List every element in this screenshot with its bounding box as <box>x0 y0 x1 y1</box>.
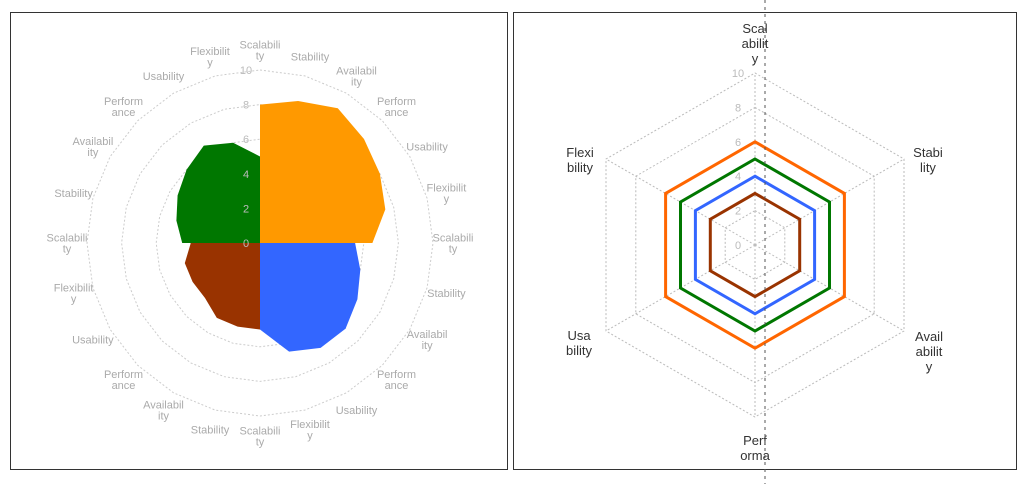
category-label: Usability <box>406 142 448 154</box>
category-label: Flexibilit y <box>290 419 330 442</box>
category-label: Usability <box>143 71 185 83</box>
axis-label: Perf orma <box>740 433 770 463</box>
radial-tick-label: 10 <box>240 65 252 77</box>
category-label: Flexibilit y <box>427 183 467 206</box>
category-label: Perform ance <box>104 96 143 119</box>
axis-label: Stabi lity <box>913 145 943 175</box>
category-label: Stability <box>54 188 93 200</box>
axis-label: Avail abilit y <box>915 329 943 374</box>
axis-spoke <box>605 244 756 332</box>
polar-segment-0 <box>260 101 386 243</box>
radar-series-1 <box>679 157 831 333</box>
grid-hexagon-0 <box>724 210 786 280</box>
polar-segment-1 <box>260 243 361 352</box>
category-label: Flexibilit y <box>190 46 230 69</box>
radial-tick-label: 8 <box>243 100 249 112</box>
axis-label: Flexi bility <box>566 145 594 175</box>
category-label: Stability <box>427 288 466 300</box>
radial-tick-label: 4 <box>243 169 249 181</box>
axis-spoke <box>605 158 756 246</box>
category-label: Availabil ity <box>336 65 377 88</box>
category-label: Availabil ity <box>407 329 448 352</box>
category-label: Stability <box>291 52 330 64</box>
radial-tick-label: 2 <box>243 203 249 215</box>
axis-label: Scal abilit y <box>742 21 769 66</box>
category-label: Scalabili ty <box>433 233 474 256</box>
polar-segment-3 <box>176 142 260 243</box>
polar-area-chart-panel: 0 2 4 6 8 10 Scalabili ty Stability Availabil ity P… <box>10 12 508 470</box>
radial-tick-label: 2 <box>735 206 741 218</box>
category-label: Perform ance <box>377 369 416 392</box>
radial-tick-label: 8 <box>735 102 741 114</box>
category-label: Availabil ity <box>73 136 114 159</box>
radial-tick-label: 6 <box>735 137 741 149</box>
radar-series-0 <box>664 140 846 350</box>
radial-tick-label: 0 <box>735 240 741 252</box>
category-label: Stability <box>191 424 230 436</box>
axis-spoke <box>754 158 905 246</box>
radar-series-3 <box>708 191 802 299</box>
radar-chart-panel: 0 2 4 6 8 10 Scal abilit y Stabi lity Avail abilit y P… <box>513 12 1017 470</box>
grid-ring-4 <box>86 69 434 417</box>
radar-chart: 0 2 4 6 8 10 Scal abilit y Stabi lity Avail abilit y P… <box>566 21 943 463</box>
category-label: Perform ance <box>104 369 143 392</box>
radial-tick-label: 4 <box>735 171 741 183</box>
radar-series-2 <box>693 174 817 316</box>
category-label: Usability <box>336 405 378 417</box>
axis-spoke <box>754 244 905 332</box>
axis-label: Usa bility <box>566 328 593 358</box>
category-label: Scalabili ty <box>47 233 88 256</box>
radial-tick-label: 10 <box>732 68 744 80</box>
category-label: Usability <box>72 335 114 347</box>
category-label: Scalabili ty <box>240 426 281 449</box>
radial-tick-label: 6 <box>243 134 249 146</box>
category-label: Perform ance <box>377 96 416 119</box>
category-label: Flexibilit y <box>54 283 94 306</box>
category-label: Scalabili ty <box>240 40 281 63</box>
polar-segment-2 <box>184 243 260 330</box>
category-label: Availabil ity <box>143 400 184 423</box>
radial-tick-label: 0 <box>243 238 249 250</box>
